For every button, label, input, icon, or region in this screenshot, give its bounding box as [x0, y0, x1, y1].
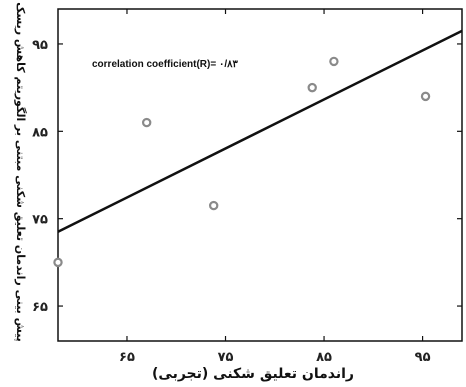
x-tick-label: ۶۵: [119, 350, 135, 365]
data-point-5: [329, 56, 339, 67]
x-axis-title: راندمان تعلیق شکنی (تجربی): [152, 366, 354, 382]
y-axis-title: پیش بینی راندمان تعلیق شکنی مبتنی بر الگ…: [14, 2, 27, 342]
y-tick-label: ۶۵: [32, 300, 48, 315]
regression-line: [57, 29, 463, 233]
x-axis-ticks: ۶۵ ۷۵ ۸۵ ۹۵: [119, 9, 431, 365]
y-tick-label: ۸۵: [32, 125, 48, 140]
data-point-6: [420, 91, 431, 102]
correlation-annotation: correlation coefficient(R)= ۰/۸۳: [92, 59, 238, 70]
data-point-4: [307, 82, 317, 93]
data-point-1: [53, 257, 63, 268]
plot-frame: [57, 8, 463, 342]
y-tick-label: ۹۵: [32, 38, 48, 53]
data-point-2: [141, 117, 152, 128]
y-tick-label: ۷۵: [32, 213, 48, 228]
x-tick-label: ۹۵: [415, 350, 431, 365]
data-points: [53, 56, 431, 268]
data-point-3: [208, 200, 219, 211]
x-tick-label: ۸۵: [316, 350, 332, 365]
y-axis-ticks: ۶۵ ۷۵ ۸۵ ۹۵: [32, 38, 462, 315]
x-tick-label: ۷۵: [218, 350, 234, 365]
